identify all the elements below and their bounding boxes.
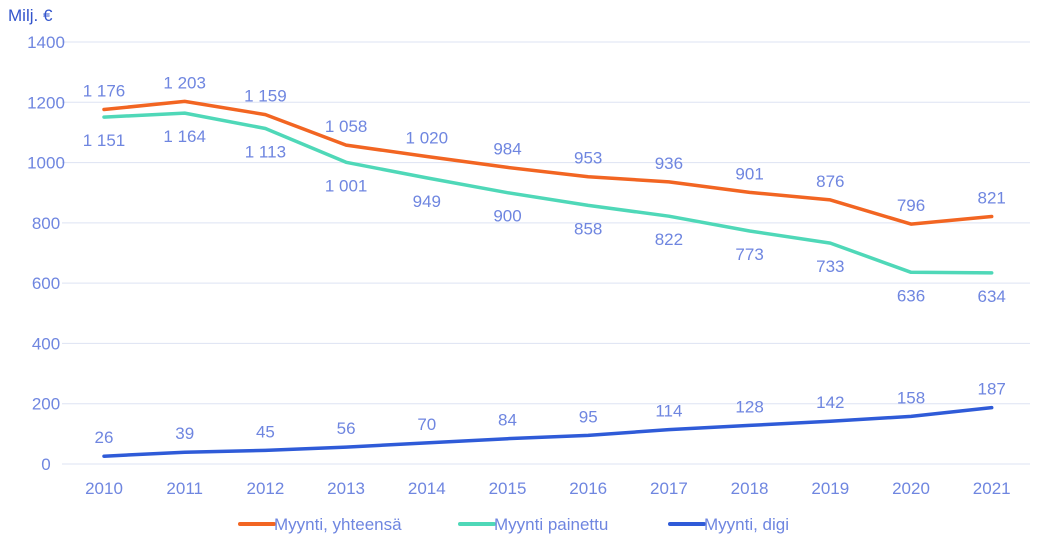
x-tick-label: 2013 [327, 479, 365, 498]
data-label: 796 [897, 196, 925, 215]
y-axis-ticks: 0 200 400 600 800 1000 1200 1400 [27, 33, 65, 474]
gridlines [62, 41, 1030, 465]
data-label: 45 [256, 422, 275, 441]
data-label: 733 [816, 257, 844, 276]
x-tick-label: 2014 [408, 479, 446, 498]
x-tick-label: 2021 [973, 479, 1011, 498]
data-label: 114 [655, 402, 682, 421]
series-lines [102, 99, 994, 458]
x-tick-label: 2010 [85, 479, 123, 498]
data-label: 636 [897, 286, 925, 305]
legend-label: Myynti painettu [494, 515, 608, 534]
legend-label: Myynti, digi [704, 515, 789, 534]
data-label: 95 [579, 407, 598, 426]
data-label: 56 [337, 419, 356, 438]
data-label: 70 [417, 415, 436, 434]
data-label: 773 [735, 245, 763, 264]
data-label: 1 176 [83, 82, 126, 101]
y-tick-label: 1400 [27, 33, 65, 52]
data-label: 1 164 [163, 127, 206, 146]
data-label: 1 203 [163, 73, 206, 92]
data-label: 84 [498, 411, 517, 430]
x-tick-label: 2020 [892, 479, 930, 498]
x-tick-label: 2012 [246, 479, 284, 498]
y-tick-label: 600 [32, 274, 60, 293]
y-tick-label: 0 [41, 455, 50, 474]
y-tick-label: 1000 [27, 154, 65, 173]
data-label: 187 [978, 380, 1006, 399]
data-label: 822 [655, 230, 683, 249]
data-label: 26 [95, 428, 114, 447]
data-label: 901 [735, 164, 763, 183]
data-label: 1 020 [406, 129, 449, 148]
y-tick-label: 1200 [27, 93, 65, 112]
x-tick-label: 2017 [650, 479, 688, 498]
data-label: 1 001 [325, 176, 368, 195]
series-line-1 [102, 111, 994, 275]
data-label: 39 [175, 424, 194, 443]
y-tick-label: 200 [32, 395, 60, 414]
data-label: 1 058 [325, 117, 368, 136]
series-line-2 [102, 405, 994, 458]
x-tick-label: 2016 [569, 479, 607, 498]
x-tick-label: 2011 [166, 479, 203, 498]
series-line-0 [102, 99, 994, 226]
y-tick-label: 800 [32, 214, 60, 233]
data-label: 821 [978, 189, 1006, 208]
data-label: 142 [816, 393, 844, 412]
data-label: 858 [574, 219, 602, 238]
data-label: 128 [735, 397, 763, 416]
data-label: 900 [493, 207, 521, 226]
data-label: 1 113 [245, 143, 286, 162]
y-tick-label: 400 [32, 334, 60, 353]
y-axis-unit-label: Milj. € [8, 6, 53, 25]
data-label: 984 [493, 139, 521, 158]
x-tick-label: 2018 [731, 479, 769, 498]
data-label: 634 [978, 287, 1006, 306]
legend: Myynti, yhteensä Myynti painettu Myynti, d… [238, 515, 789, 534]
data-label: 1 159 [244, 87, 287, 106]
data-label: 936 [655, 154, 683, 173]
data-label: 876 [816, 172, 844, 191]
legend-label: Myynti, yhteensä [274, 515, 402, 534]
x-tick-label: 2015 [489, 479, 527, 498]
data-label: 1 151 [83, 131, 126, 150]
data-label: 949 [413, 192, 441, 211]
data-label: 953 [574, 149, 602, 168]
x-axis-ticks: 2010 2011 2012 2013 2014 2015 2016 2017 2018 2019… [85, 479, 1011, 498]
data-label: 158 [897, 388, 925, 407]
x-tick-label: 2019 [811, 479, 849, 498]
data-labels: 1 176 1 203 1 159 1 058 1 020 984 953 936 901 876… [83, 73, 1006, 447]
